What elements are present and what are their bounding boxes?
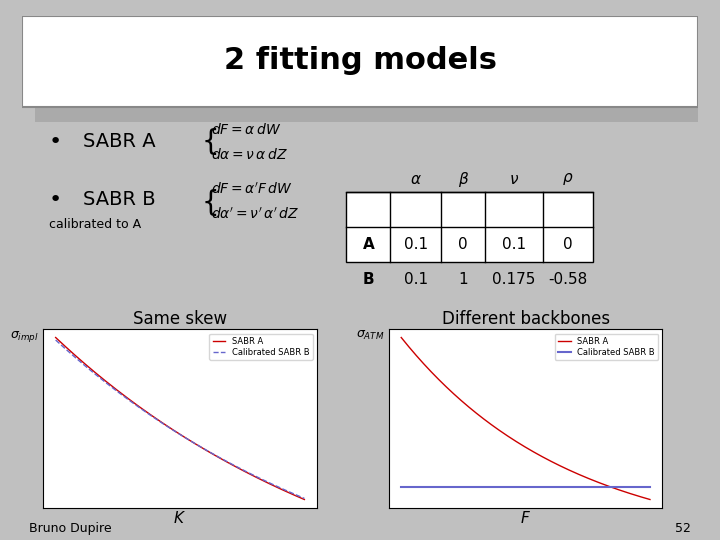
Calibrated SABR B bbox=[66, 350, 75, 357]
Text: calibrated to A: calibrated to A bbox=[49, 218, 141, 231]
FancyBboxPatch shape bbox=[22, 16, 698, 106]
Calibrated SABR B bbox=[287, 490, 296, 496]
SABR A bbox=[463, 403, 472, 409]
SABR A bbox=[646, 496, 654, 503]
Text: 2 fitting models: 2 fitting models bbox=[223, 46, 497, 75]
Calibrated SABR B bbox=[117, 392, 126, 398]
Title: Same skew: Same skew bbox=[133, 310, 227, 328]
Text: $d\alpha' = \nu'\, \alpha'\, dZ$: $d\alpha' = \nu'\, \alpha'\, dZ$ bbox=[211, 207, 300, 222]
Calibrated SABR B bbox=[646, 484, 654, 491]
Calibrated SABR B bbox=[633, 484, 642, 491]
SABR A bbox=[397, 334, 405, 341]
Text: $α$: $α$ bbox=[410, 172, 422, 187]
Text: 0.175: 0.175 bbox=[492, 272, 536, 287]
Calibrated SABR B bbox=[51, 337, 60, 343]
Calibrated SABR B bbox=[444, 484, 452, 491]
Text: 0.1: 0.1 bbox=[502, 237, 526, 252]
Legend: SABR A, Calibrated SABR B: SABR A, Calibrated SABR B bbox=[555, 334, 658, 360]
Text: SABR A: SABR A bbox=[83, 132, 155, 151]
Text: $\{$: $\{$ bbox=[201, 186, 217, 218]
SABR A bbox=[444, 385, 452, 392]
Text: 1: 1 bbox=[459, 272, 468, 287]
SABR A bbox=[287, 491, 296, 497]
Text: $ν$: $ν$ bbox=[509, 172, 519, 187]
Text: $\sigma_{impl}$: $\sigma_{impl}$ bbox=[10, 329, 39, 345]
Text: -0.58: -0.58 bbox=[549, 272, 588, 287]
Calibrated SABR B bbox=[300, 495, 309, 502]
SABR A bbox=[117, 390, 126, 397]
Text: A: A bbox=[363, 237, 374, 252]
Text: B: B bbox=[363, 272, 374, 287]
Bar bbox=[346, 192, 593, 262]
Line: SABR A: SABR A bbox=[55, 338, 305, 500]
SABR A bbox=[300, 496, 309, 503]
FancyBboxPatch shape bbox=[35, 31, 712, 122]
Calibrated SABR B bbox=[98, 376, 107, 383]
Line: SABR A: SABR A bbox=[401, 338, 650, 500]
Calibrated SABR B bbox=[407, 484, 415, 491]
SABR A bbox=[98, 375, 107, 381]
SABR A bbox=[66, 348, 75, 355]
Text: 0: 0 bbox=[459, 237, 468, 252]
Text: $ρ$: $ρ$ bbox=[562, 171, 574, 187]
Calibrated SABR B bbox=[279, 486, 287, 492]
X-axis label: $K$: $K$ bbox=[174, 510, 186, 526]
Calibrated SABR B bbox=[397, 484, 405, 491]
Text: $dF = \alpha'F\, dW$: $dF = \alpha'F\, dW$ bbox=[211, 182, 293, 197]
Text: •: • bbox=[49, 190, 62, 210]
SABR A bbox=[279, 487, 287, 494]
Text: •: • bbox=[49, 132, 62, 152]
Legend: SABR A, Calibrated SABR B: SABR A, Calibrated SABR B bbox=[210, 334, 312, 360]
SABR A bbox=[412, 352, 420, 359]
SABR A bbox=[51, 334, 60, 341]
SABR A bbox=[61, 343, 70, 350]
Text: 0.1: 0.1 bbox=[404, 237, 428, 252]
Text: SABR B: SABR B bbox=[83, 190, 155, 209]
Calibrated SABR B bbox=[463, 484, 472, 491]
Title: Different backbones: Different backbones bbox=[441, 310, 610, 328]
Calibrated SABR B bbox=[624, 484, 633, 491]
Text: $d\alpha = \nu\, \alpha\, dZ$: $d\alpha = \nu\, \alpha\, dZ$ bbox=[211, 147, 288, 162]
Calibrated SABR B bbox=[61, 346, 70, 352]
Text: $β$: $β$ bbox=[458, 170, 469, 189]
X-axis label: $F$: $F$ bbox=[520, 510, 531, 526]
Text: 52: 52 bbox=[675, 522, 691, 535]
Text: Bruno Dupire: Bruno Dupire bbox=[29, 522, 112, 535]
SABR A bbox=[633, 492, 642, 499]
SABR A bbox=[624, 490, 633, 496]
Text: $dF = \alpha\, dW$: $dF = \alpha\, dW$ bbox=[211, 122, 282, 137]
Text: $\{$: $\{$ bbox=[201, 126, 217, 157]
Line: Calibrated SABR B: Calibrated SABR B bbox=[55, 340, 305, 498]
Calibrated SABR B bbox=[412, 484, 420, 491]
Text: 0.1: 0.1 bbox=[404, 272, 428, 287]
Text: $\sigma_{ATM}$: $\sigma_{ATM}$ bbox=[356, 329, 384, 342]
Text: 0: 0 bbox=[563, 237, 573, 252]
SABR A bbox=[407, 346, 415, 353]
